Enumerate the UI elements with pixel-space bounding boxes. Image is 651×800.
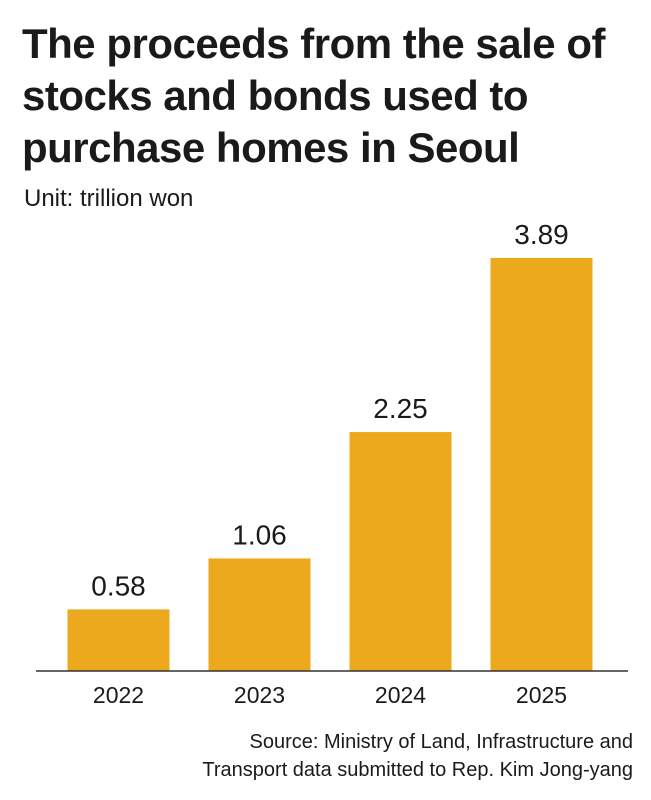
chart-title-line-1: The proceeds from the sale of (22, 20, 605, 67)
source-line-1: Source: Ministry of Land, Infrastructure… (249, 731, 633, 753)
source-line-2: Transport data submitted to Rep. Kim Jon… (202, 759, 633, 781)
bar-2025 (490, 257, 593, 671)
unit-label: Unit: trillion won (24, 185, 194, 212)
data-label-2023: 1.06 (232, 519, 287, 550)
x-tick-label-2023: 2023 (234, 682, 285, 708)
bar-2024 (349, 432, 452, 671)
bar-2022 (67, 609, 170, 671)
source-note: Source: Ministry of Land, Infrastructure… (202, 728, 633, 784)
chart-title-line-2: stocks and bonds used to (22, 72, 529, 119)
x-tick-label-2022: 2022 (93, 682, 144, 708)
data-label-2022: 0.58 (91, 570, 146, 601)
data-label-2025: 3.89 (514, 219, 569, 250)
chart-title-line-3: purchase homes in Seoul (22, 124, 520, 171)
bar-2023 (208, 558, 311, 671)
x-tick-label-2025: 2025 (516, 682, 567, 708)
x-tick-label-2024: 2024 (375, 682, 426, 708)
data-label-2024: 2.25 (373, 393, 428, 424)
chart-title: The proceeds from the sale of stocks and… (22, 18, 632, 174)
